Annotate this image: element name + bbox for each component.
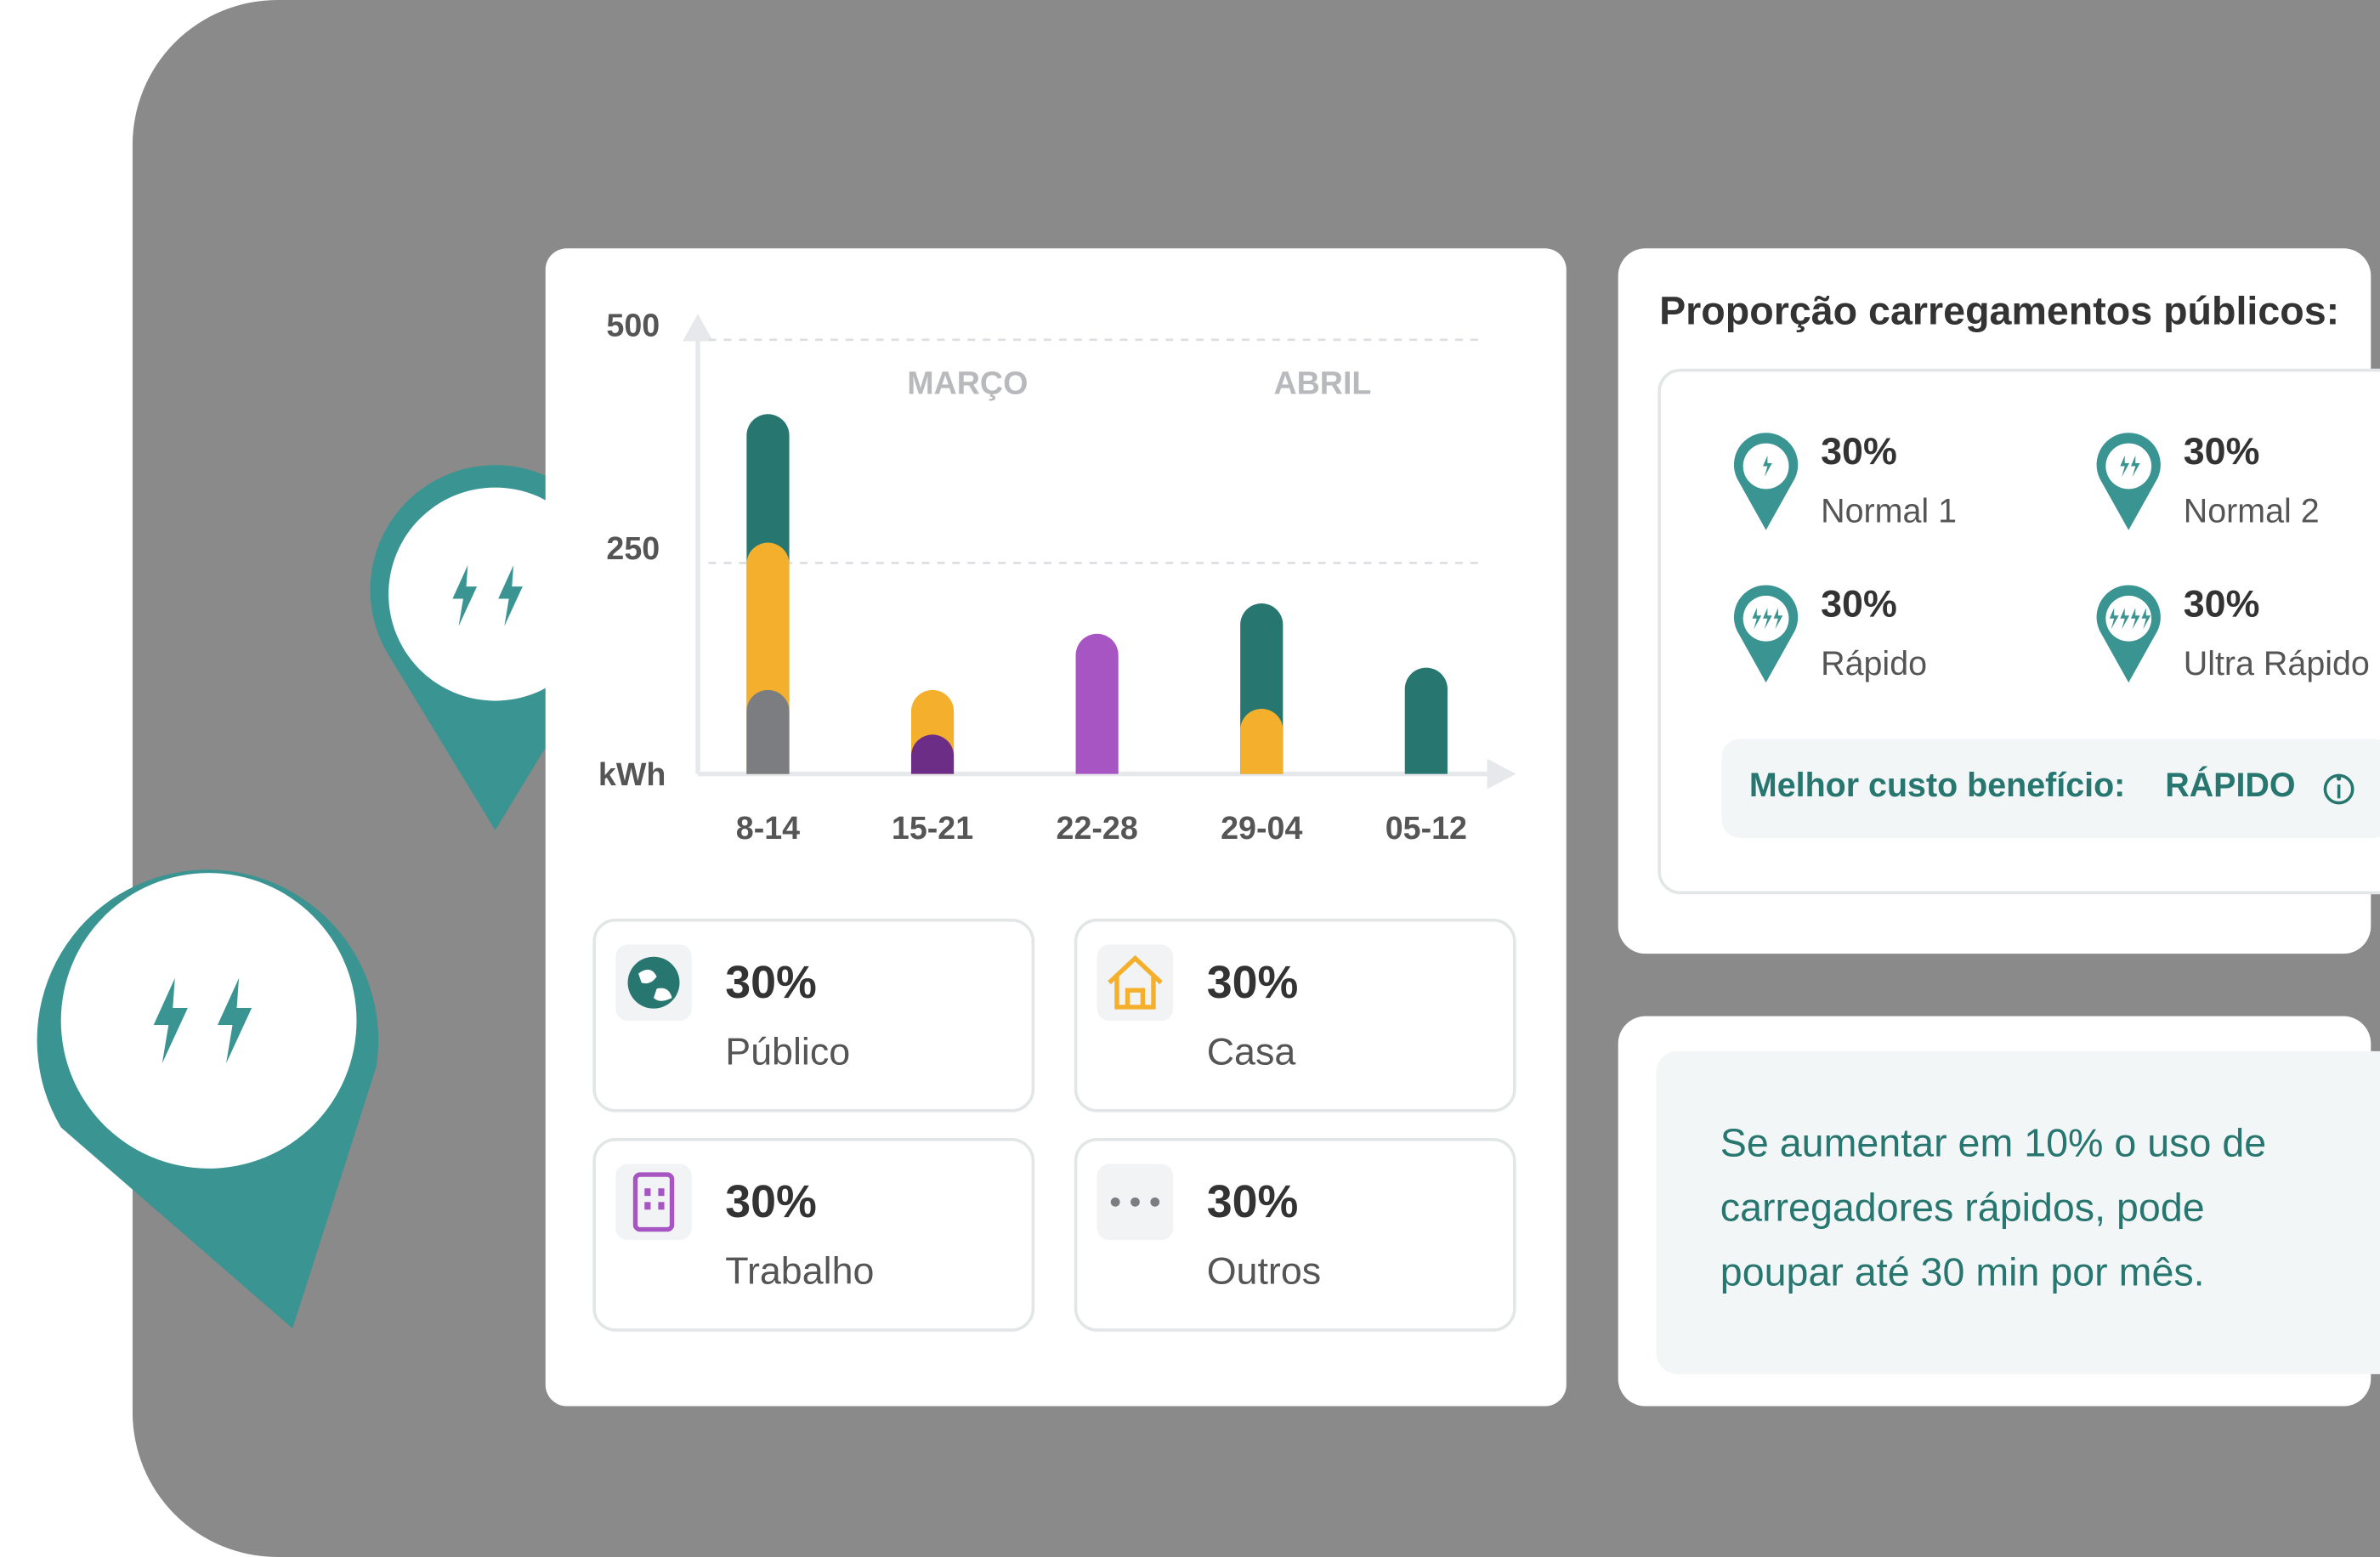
item-bolt xyxy=(2120,455,2130,478)
card-value: 30% xyxy=(1207,957,1299,1008)
panel-title: Proporção carregamentos públicos: xyxy=(1659,289,2339,333)
building-icon xyxy=(632,1172,675,1232)
card-label: Trabalho xyxy=(725,1249,874,1292)
item-label: Rápido xyxy=(1821,645,1927,682)
building-window xyxy=(644,1188,651,1197)
card-value: 30% xyxy=(725,1176,817,1227)
summary-card xyxy=(592,1138,1035,1332)
x-tick-label: 05-12 xyxy=(1386,810,1467,846)
bar-segment xyxy=(1075,633,1119,774)
item-bolt xyxy=(1763,608,1772,630)
best-box xyxy=(1721,739,2380,838)
item-bolt xyxy=(2141,608,2151,630)
best-value: RÁPIDO xyxy=(2165,767,2295,804)
item-value: 30% xyxy=(2184,430,2260,473)
card-label: Casa xyxy=(1207,1030,1296,1073)
x-tick-label: 22-28 xyxy=(1057,810,1138,846)
item-bolt xyxy=(2109,608,2119,630)
item-label: Normal 2 xyxy=(2184,493,2320,530)
y-unit: kWh xyxy=(598,756,666,792)
month-label: MARÇO xyxy=(907,365,1028,400)
chart: kWh 250 500 MARÇO ABRIL 8-14 15-21 22-28 29-04 05… xyxy=(598,307,1516,846)
building-window xyxy=(644,1202,651,1210)
item-label: Ultra Rápido xyxy=(2184,645,2370,682)
x-tick-label: 8-14 xyxy=(736,810,800,846)
building-window xyxy=(658,1202,665,1210)
chart-card xyxy=(545,248,1567,1407)
dots-icon xyxy=(1130,1197,1140,1207)
item-pin-inner xyxy=(2105,595,2152,642)
y-tick-label: 250 xyxy=(606,530,660,566)
bar-segment xyxy=(746,689,790,774)
tip-box xyxy=(1656,1050,2380,1374)
house-icon xyxy=(1108,954,1163,1010)
item-pin-inner xyxy=(2105,443,2152,490)
summary-card xyxy=(1074,918,1516,1113)
best-label: Melhor custo benefício: xyxy=(1749,767,2125,804)
x-tick-label: 29-04 xyxy=(1221,810,1302,846)
card-value: 30% xyxy=(725,957,817,1008)
pin-large xyxy=(37,869,379,1329)
x-axis-arrow xyxy=(1487,758,1516,790)
public-items: 30% Normal 1 30% Normal 2 30% Rápido 30% Ultra … xyxy=(1733,430,2370,683)
info-icon[interactable] xyxy=(2323,773,2354,805)
item-value: 30% xyxy=(1821,430,1897,473)
item-bolt xyxy=(1752,608,1762,630)
y-tick-label: 500 xyxy=(606,307,660,343)
item-value: 30% xyxy=(2184,582,2260,625)
item-bolt xyxy=(1763,455,1772,478)
summary-card xyxy=(1074,1138,1516,1332)
item-label: Normal 1 xyxy=(1821,493,1957,530)
tip-line: Se aumentar em 10% o uso de xyxy=(1720,1120,2266,1164)
month-label: ABRIL xyxy=(1273,365,1371,400)
bar-segment xyxy=(910,734,955,774)
right-column: Proporção carregamentos públicos: 30% Nor… xyxy=(1618,248,2380,1407)
dots-icon xyxy=(1110,1197,1120,1207)
globe-icon xyxy=(627,956,680,1009)
building-window xyxy=(658,1188,665,1197)
tip-line: carregadores rápidos, pode xyxy=(1720,1186,2205,1230)
card-label: Público xyxy=(725,1030,850,1073)
bar-segment xyxy=(1240,708,1284,774)
x-tick-label: 15-21 xyxy=(892,810,973,846)
bar-segment xyxy=(1404,667,1448,774)
globe-land xyxy=(638,969,672,1001)
summary-card xyxy=(592,918,1035,1113)
dots-icon xyxy=(1150,1197,1160,1207)
item-bolt xyxy=(2120,608,2130,630)
item-bolt xyxy=(1773,608,1783,630)
card-value: 30% xyxy=(1207,1176,1299,1227)
summary-cards: 30% Público 30% Casa 30% Trabalho 30% Outros xyxy=(592,918,1516,1332)
tip-line: poupar até 30 min por mês. xyxy=(1720,1250,2205,1294)
y-axis-arrow xyxy=(683,314,713,342)
item-value: 30% xyxy=(1821,582,1897,625)
tip-text: Se aumentar em 10% o uso de carregadores … xyxy=(1720,1120,2266,1294)
card-label: Outros xyxy=(1207,1249,1321,1292)
